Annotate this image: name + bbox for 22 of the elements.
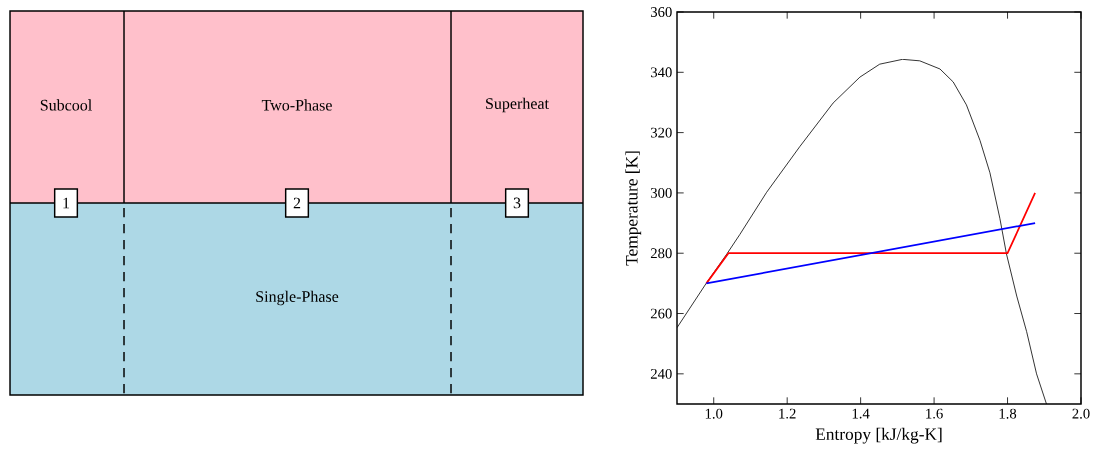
text: Subcool <box>40 99 92 111</box>
x-tick-label: 2.0 <box>1072 408 1090 419</box>
text: Two-Phase <box>261 99 332 111</box>
x-axis-title: Entropy [kJ/kg-K] <box>815 427 942 444</box>
x-tick-label: 1.0 <box>705 408 723 419</box>
y-tick-label: 340 <box>651 67 672 78</box>
y-tick-label: 280 <box>650 248 672 259</box>
text: Single-Phase <box>256 290 339 306</box>
x-tick-label: 1.2 <box>779 408 796 419</box>
y-tick-label: 320 <box>651 127 672 138</box>
text: 1 <box>63 197 70 209</box>
text: 3 <box>513 197 521 209</box>
y-axis-title: Temperature [K] <box>625 151 642 266</box>
y-tick-label: 240 <box>650 368 672 379</box>
y-tick-label: 260 <box>650 308 672 319</box>
x-tick-label: 1.6 <box>926 408 943 419</box>
y-tick-label: 360 <box>651 7 672 17</box>
text: 2 <box>293 197 301 209</box>
x-tick-label: 1.4 <box>852 408 870 419</box>
text: Superheat <box>486 97 549 113</box>
y-tick-label: 300 <box>651 187 672 198</box>
x-tick-label: 1.8 <box>999 408 1017 419</box>
